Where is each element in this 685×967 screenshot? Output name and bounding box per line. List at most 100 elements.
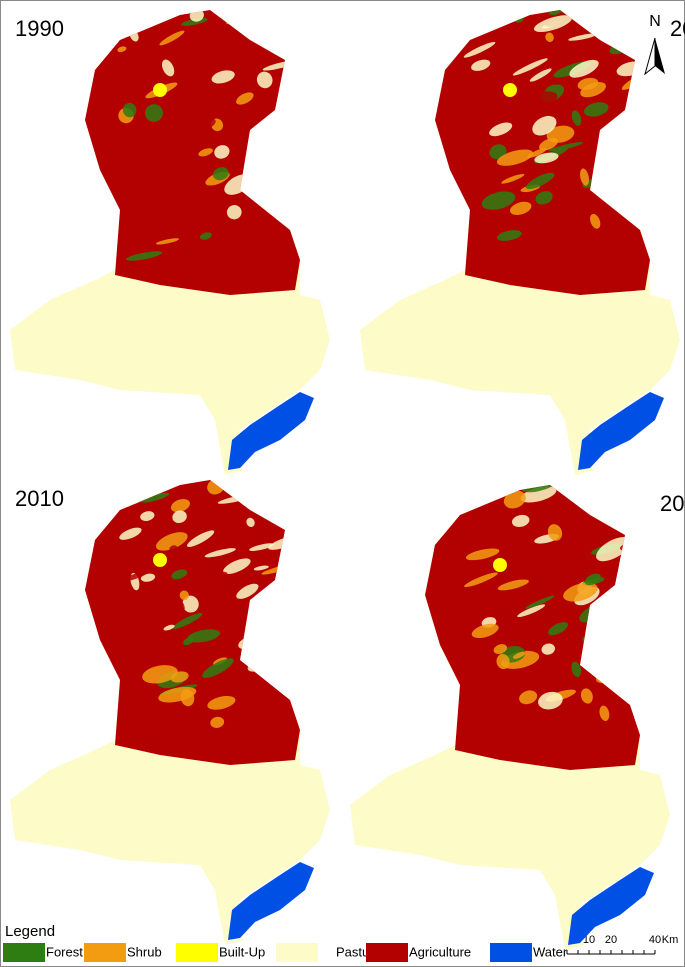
patch xyxy=(170,498,190,513)
patch xyxy=(503,490,526,509)
north-label: N xyxy=(649,13,661,30)
patch xyxy=(553,43,568,58)
patch xyxy=(496,230,522,241)
patch xyxy=(144,104,163,122)
map-panel: 1990 xyxy=(10,10,330,475)
patch xyxy=(493,644,507,654)
patch xyxy=(520,486,557,503)
patch xyxy=(547,524,563,541)
patch xyxy=(189,117,216,132)
built-up xyxy=(503,83,517,97)
patch xyxy=(545,32,554,42)
patch xyxy=(202,658,234,678)
year-label: 1990 xyxy=(15,16,64,41)
patch xyxy=(182,595,199,613)
built-up xyxy=(493,558,507,572)
patch xyxy=(246,517,255,528)
patch xyxy=(471,59,491,71)
patch xyxy=(207,695,236,710)
patch xyxy=(599,705,610,722)
map-panel: 2000 xyxy=(360,10,685,475)
patch xyxy=(548,142,583,152)
patch xyxy=(432,538,460,553)
patch xyxy=(183,637,194,646)
patch xyxy=(199,232,212,240)
patch xyxy=(236,92,254,105)
patch xyxy=(140,492,170,503)
patch xyxy=(171,569,188,580)
water-area xyxy=(568,867,654,945)
scale-label: 40 xyxy=(649,934,661,946)
patch xyxy=(584,573,601,586)
patch xyxy=(548,10,566,16)
patch xyxy=(150,515,172,527)
patch xyxy=(580,688,593,704)
patch xyxy=(207,88,234,106)
water-area xyxy=(578,392,664,470)
patch xyxy=(525,595,555,609)
patch xyxy=(117,46,127,53)
patch xyxy=(571,110,582,126)
patch xyxy=(489,144,507,160)
patch xyxy=(155,532,188,551)
patch xyxy=(199,571,228,581)
patch xyxy=(140,511,155,521)
patch xyxy=(496,653,510,670)
patch xyxy=(519,91,558,108)
patch xyxy=(125,251,163,261)
patch xyxy=(529,68,552,82)
patch xyxy=(256,71,273,89)
legend-swatch xyxy=(366,943,408,962)
patch xyxy=(463,41,496,58)
patch xyxy=(501,44,514,54)
patch xyxy=(579,168,590,186)
patch xyxy=(563,582,598,602)
patch xyxy=(548,622,568,636)
legend-label: Built-Up xyxy=(219,944,265,959)
map-panel: 2020 xyxy=(350,485,685,950)
legend: Forest Shrub Built-Up Pasture Agriculture Wat… xyxy=(3,943,568,962)
patch xyxy=(511,514,530,528)
patch xyxy=(223,558,251,575)
patch xyxy=(210,716,225,728)
patch xyxy=(534,152,559,164)
patch xyxy=(539,137,559,151)
patch xyxy=(179,590,189,601)
patch xyxy=(159,30,185,46)
patch xyxy=(515,557,535,572)
legend-label: Water xyxy=(533,944,568,959)
legend-label: Shrub xyxy=(127,944,162,959)
patch xyxy=(508,531,522,539)
legend-label: Agriculture xyxy=(409,944,471,959)
patch xyxy=(122,102,137,118)
patch xyxy=(568,33,597,41)
patch xyxy=(186,530,215,547)
legend-swatch xyxy=(84,943,126,962)
patch xyxy=(119,527,142,540)
patch xyxy=(580,82,606,98)
patch xyxy=(496,149,534,166)
legend-label: Forest xyxy=(46,944,83,959)
patch xyxy=(198,148,213,157)
legend-swatch xyxy=(276,943,318,962)
patch xyxy=(214,145,230,159)
legend-swatch xyxy=(3,943,45,962)
legend-title: Legend xyxy=(5,923,55,940)
scale-unit: Km xyxy=(662,934,679,946)
patch xyxy=(170,671,189,683)
year-label: 2000 xyxy=(670,16,685,41)
patch xyxy=(204,548,236,558)
patch xyxy=(116,571,148,583)
patch xyxy=(158,686,197,703)
patch xyxy=(169,598,185,616)
patch xyxy=(471,623,499,639)
patch xyxy=(538,691,563,710)
agriculture-area xyxy=(85,10,300,295)
patch xyxy=(589,213,601,229)
patch xyxy=(533,515,545,528)
agriculture-area xyxy=(85,480,300,765)
north-arrow: N xyxy=(644,13,665,76)
patch xyxy=(155,238,180,245)
patch xyxy=(236,583,259,599)
